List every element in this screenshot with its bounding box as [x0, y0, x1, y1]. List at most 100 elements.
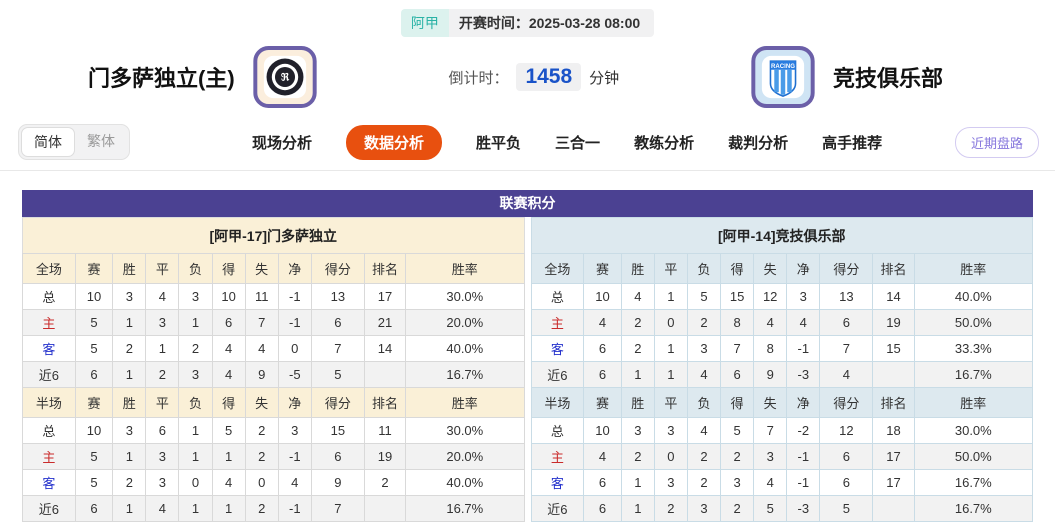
stat-cell: [363, 361, 407, 388]
stats-row: 近6 6 1 4 1 1 2 -1 7 16.7%: [22, 495, 525, 522]
language-toggle[interactable]: 简体 繁体: [18, 124, 130, 160]
stats-row: 客 6 2 1 3 7 8 -1 7 15 33.3%: [530, 335, 1034, 362]
stat-cell: 1: [112, 495, 147, 522]
recent-trend-button[interactable]: 近期盘路: [954, 126, 1039, 158]
nav-tab[interactable]: 数据分析: [346, 124, 443, 160]
stat-cell: 16.7%: [913, 495, 1034, 522]
stats-row: 主 5 1 3 1 6 7 -1 6 21 20.0%: [22, 309, 525, 336]
stat-cell: 5: [74, 469, 114, 496]
stat-cell: 9: [244, 361, 279, 388]
stat-cell: 13: [819, 283, 874, 310]
column-header: 赛: [583, 387, 622, 418]
league-points-tables: [阿甲-17]门多萨独立 全场赛胜平负得失净得分 排名 胜率总 10 3 4 3 10 11 -1…: [22, 217, 1034, 522]
countdown-unit: 分钟: [589, 69, 620, 87]
stat-cell: -1: [277, 283, 312, 310]
row-label: 近6: [530, 495, 585, 522]
column-header: 得: [720, 387, 755, 418]
home-team-logo: ℜ: [252, 46, 317, 108]
stat-cell: 5: [310, 361, 365, 388]
stat-cell: 0: [277, 335, 312, 362]
countdown-label: 倒计时：: [448, 69, 509, 87]
stat-cell: 10: [583, 417, 622, 444]
stat-cell: 1: [178, 417, 213, 444]
stats-row: 主 5 1 3 1 1 2 -1 6 19 20.0%: [22, 443, 525, 470]
column-header: 排名: [872, 387, 915, 418]
stat-cell: 1: [211, 495, 246, 522]
stat-cell: 0: [178, 469, 213, 496]
stat-cell: 2: [720, 443, 755, 470]
stat-cell: 6: [583, 335, 622, 362]
stat-cell: 1: [653, 283, 688, 310]
nav-tab[interactable]: 现场分析: [252, 134, 313, 152]
row-label: 总: [530, 283, 585, 310]
stat-cell: 17: [872, 469, 915, 496]
stat-cell: 10: [74, 417, 114, 444]
stat-cell: 11: [363, 417, 407, 444]
column-header: 得分: [819, 253, 874, 284]
stat-cell: 5: [74, 335, 114, 362]
stat-cell: -1: [786, 469, 821, 496]
row-label: 客: [530, 469, 585, 496]
stat-cell: 6: [583, 361, 622, 388]
stat-cell: 2: [686, 469, 722, 496]
home-team: 门多萨独立(主) ℜ: [88, 46, 317, 108]
stat-cell: 1: [112, 443, 147, 470]
nav-tab[interactable]: 三合一: [555, 134, 601, 152]
kickoff-label: 开赛时间：: [458, 15, 529, 31]
column-header: 胜率: [913, 387, 1034, 418]
lang-simplified[interactable]: 简体: [21, 127, 75, 157]
nav-tab[interactable]: 高手推荐: [822, 134, 883, 152]
nav-tab[interactable]: 胜平负: [476, 134, 522, 152]
stat-cell: 2: [620, 309, 655, 336]
stat-cell: -1: [277, 443, 312, 470]
stat-cell: 4: [620, 283, 655, 310]
stats-row: 总 10 4 1 5 15 12 3 13 14 40.0%: [530, 283, 1034, 310]
stat-cell: 4: [244, 335, 279, 362]
column-header: 排名: [363, 253, 407, 284]
row-label: 主: [22, 309, 76, 336]
away-stats-table: 全场赛胜平负得失净得分 排名 胜率总 10 4 1 5 15 12 3 13 14 40.0% 主 4 2 0 2…: [530, 253, 1034, 522]
stat-cell: 30.0%: [405, 283, 525, 310]
column-header: 胜: [112, 387, 147, 418]
home-table-header: [阿甲-17]门多萨独立: [22, 217, 525, 253]
match-header: 门多萨独立(主) ℜ 倒计时： 1458 分钟 RACING 竞技俱乐部: [0, 37, 1055, 119]
stat-cell: 18: [872, 417, 915, 444]
stat-cell: 4: [211, 361, 246, 388]
column-header: 排名: [872, 253, 915, 284]
stat-cell: 5: [686, 283, 722, 310]
stat-cell: 5: [720, 417, 755, 444]
stat-cell: 50.0%: [913, 309, 1034, 336]
stat-cell: 5: [74, 443, 114, 470]
column-header: 平: [145, 387, 180, 418]
row-label: 总: [530, 417, 585, 444]
stat-cell: 21: [363, 309, 407, 336]
nav-bar: 简体 繁体 现场分析 数据分析 胜平负 三合一 教练分析 裁判分析 高手推荐 近期盘路: [0, 119, 1055, 171]
row-label: 主: [530, 443, 585, 470]
column-header: 净: [786, 387, 821, 418]
column-header: 胜: [112, 253, 147, 284]
kickoff-pill: 阿甲 开赛时间：2025-03-28 08:00: [400, 9, 655, 37]
kickoff-time: 开赛时间：2025-03-28 08:00: [448, 9, 655, 37]
stat-cell: 16.7%: [405, 361, 525, 388]
lang-traditional[interactable]: 繁体: [87, 133, 115, 149]
stats-row: 客 5 2 3 0 4 0 4 9 2 40.0%: [22, 469, 525, 496]
nav-tab[interactable]: 裁判分析: [728, 134, 789, 152]
stat-cell: 11: [244, 283, 279, 310]
column-header: 平: [145, 253, 180, 284]
stat-cell: 19: [872, 309, 915, 336]
stat-cell: -5: [277, 361, 312, 388]
stat-cell: 6: [145, 417, 180, 444]
stat-cell: 3: [753, 443, 788, 470]
stat-cell: 3: [178, 361, 213, 388]
column-header: 胜率: [913, 253, 1034, 284]
svg-text:ℜ: ℜ: [281, 73, 290, 84]
stat-cell: 7: [753, 417, 788, 444]
column-header: 胜: [620, 387, 655, 418]
stat-cell: 6: [310, 443, 365, 470]
stat-cell: 5: [211, 417, 246, 444]
nav-tab[interactable]: 教练分析: [634, 134, 695, 152]
column-header: 净: [277, 387, 312, 418]
stat-cell: 7: [819, 335, 874, 362]
away-team: RACING 竞技俱乐部: [751, 46, 943, 108]
stat-cell: 3: [112, 417, 147, 444]
